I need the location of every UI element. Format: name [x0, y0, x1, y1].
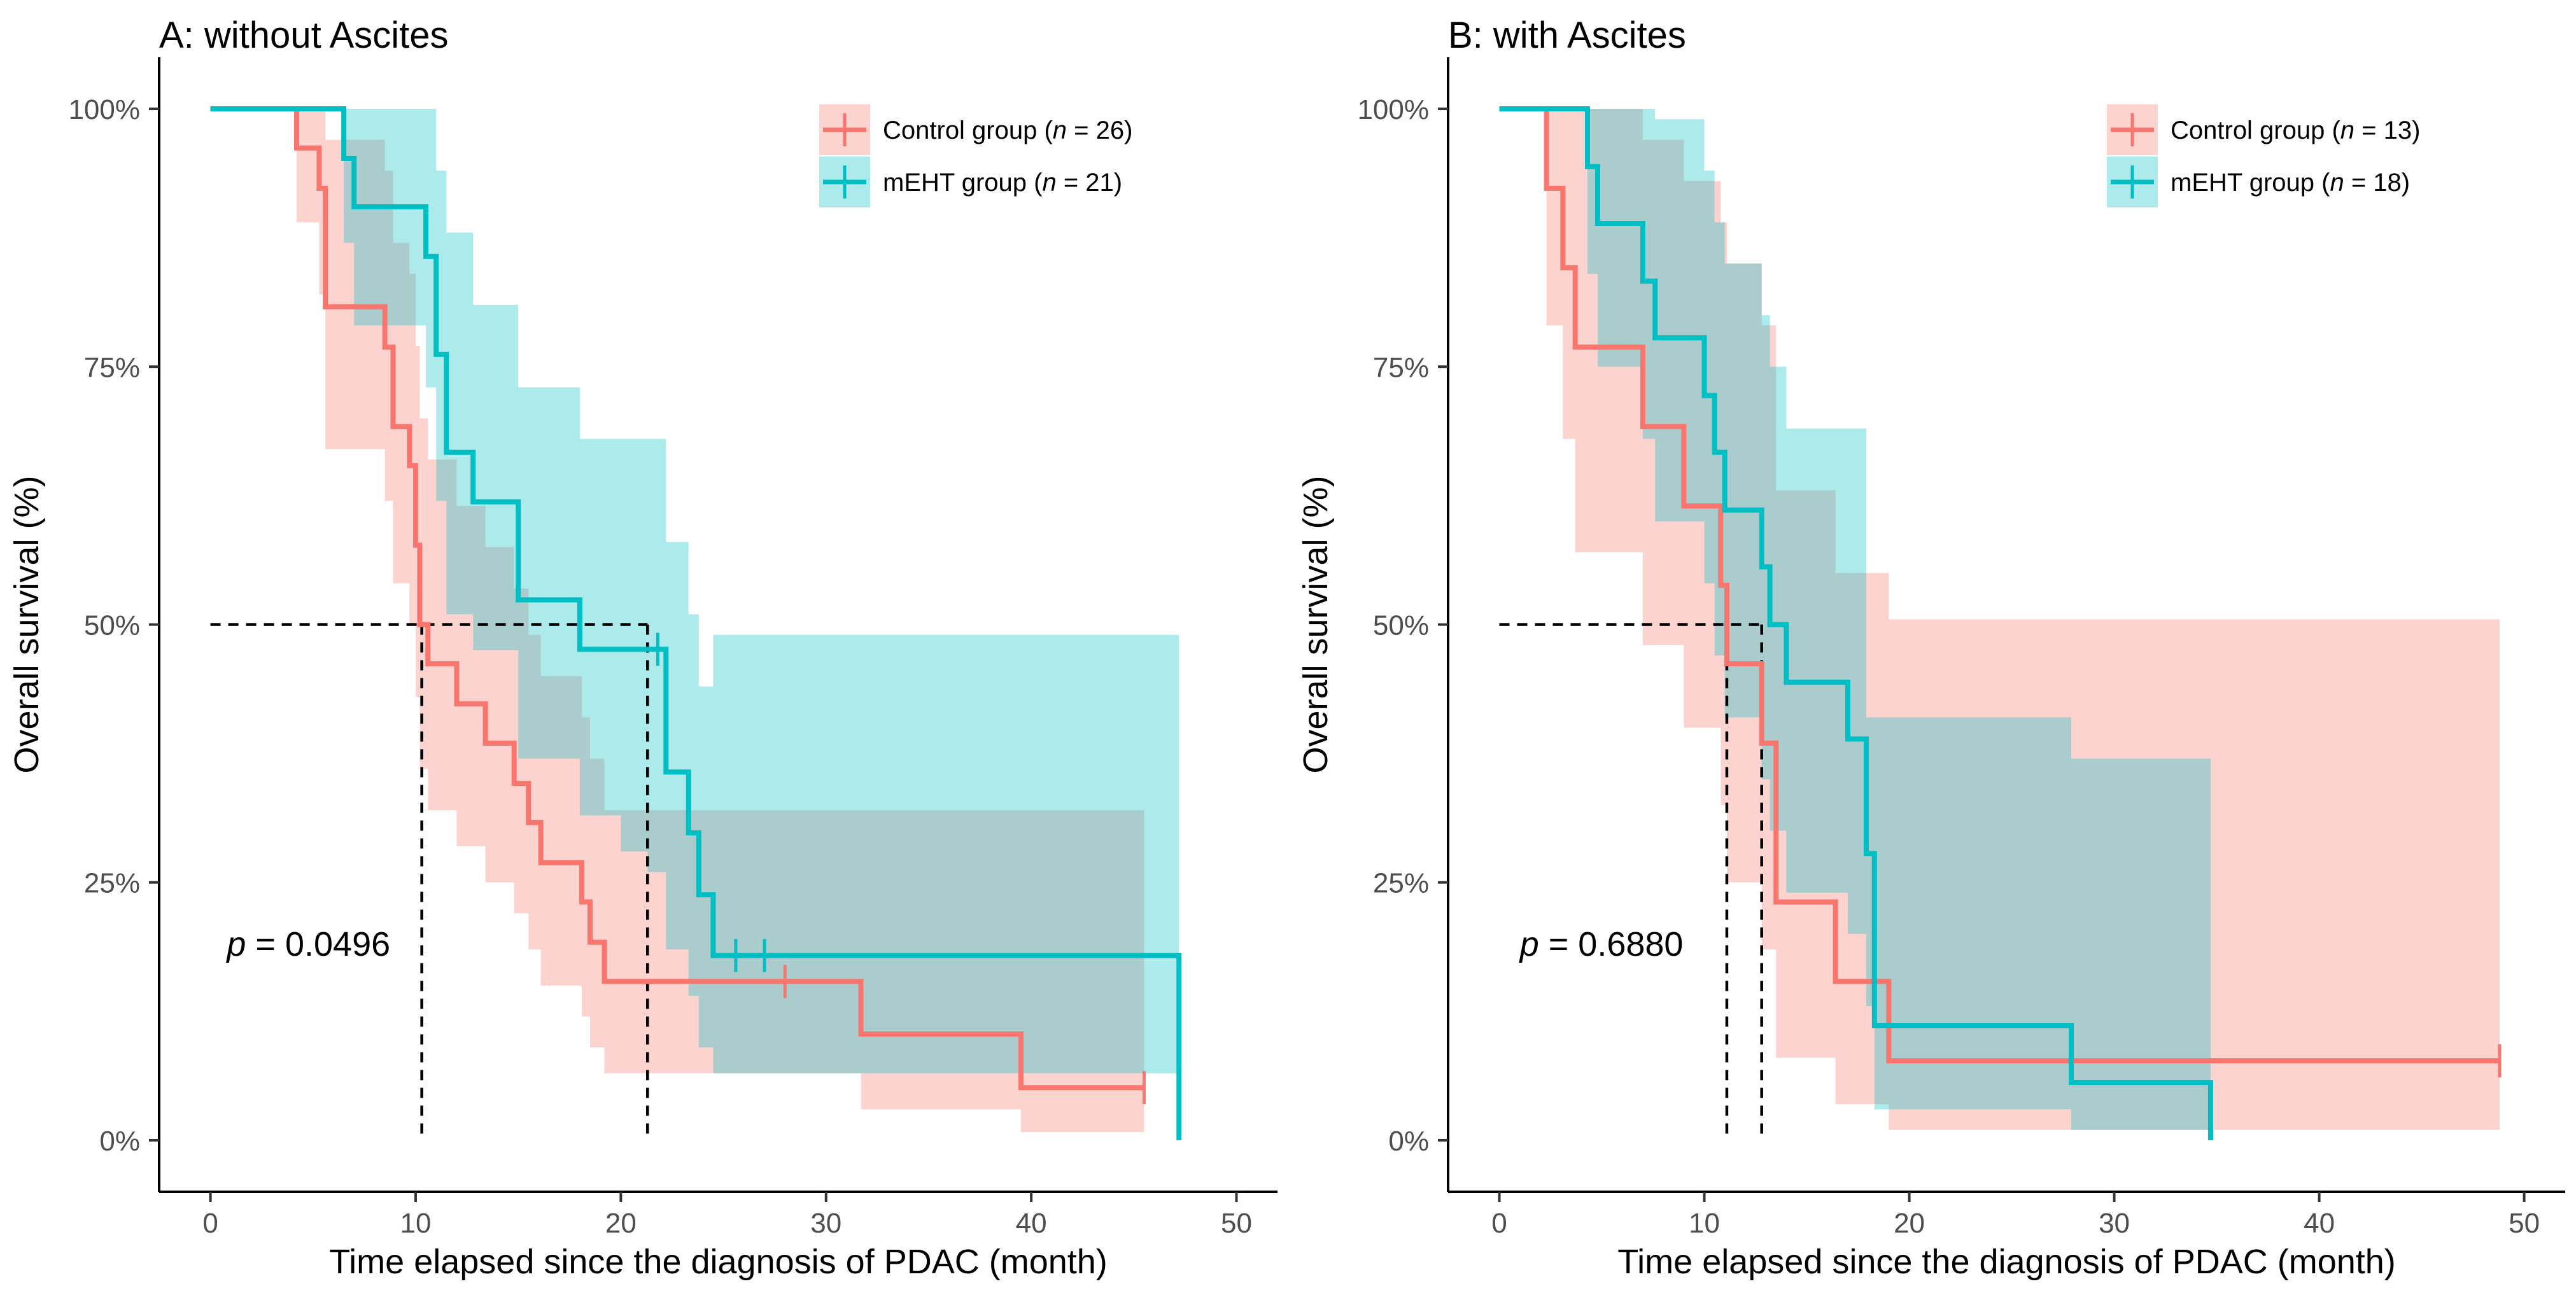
- y-tick-label: 25%: [1373, 868, 1429, 899]
- x-tick-label: 0: [1491, 1208, 1507, 1239]
- x-tick-label: 30: [810, 1208, 841, 1239]
- x-tick-label: 20: [1894, 1208, 1925, 1239]
- x-tick-label: 10: [400, 1208, 432, 1239]
- survival-curve-control: [210, 106, 1144, 1091]
- legend-label-suffix: = 13): [2354, 116, 2420, 144]
- panel-b: B: with Ascites 0% 25% 50% 75% 100% 0 10 20 30 40 5…: [1297, 15, 2565, 1281]
- legend-label-n: n: [1053, 116, 1067, 144]
- legend-item-meht: mEHT group (n = 18): [2107, 157, 2410, 207]
- x-axis-label: Time elapsed since the diagnosis of PDAC…: [329, 1243, 1108, 1281]
- legend-label: Control group (n = 26): [883, 116, 1132, 144]
- y-tick-label: 50%: [1373, 610, 1429, 641]
- x-tick-label: 0: [202, 1208, 218, 1239]
- p-symbol: p: [1519, 925, 1539, 963]
- legend-label-prefix: mEHT group (: [2171, 169, 2330, 197]
- y-tick-label: 75%: [84, 352, 140, 383]
- legend-label-n: n: [2340, 116, 2354, 144]
- legend-label: Control group (n = 13): [2171, 116, 2420, 144]
- p-value-annotation: p = 0.0496: [225, 925, 390, 963]
- legend-label-prefix: mEHT group (: [883, 169, 1043, 197]
- y-tick-label: 75%: [1373, 352, 1429, 383]
- survival-curve-control: [1499, 106, 2500, 1064]
- confidence-band-meht: [210, 109, 1179, 1073]
- chart-title: B: with Ascites: [1448, 15, 1686, 56]
- confidence-band-control: [210, 109, 1144, 1132]
- legend-label: mEHT group (n = 21): [883, 169, 1122, 197]
- survival-curve-meht: [1499, 106, 2213, 1140]
- legend-item-control: Control group (n = 26): [819, 104, 1132, 155]
- y-tick-label: 50%: [84, 610, 140, 641]
- legend-label-n: n: [2330, 169, 2344, 197]
- y-axis-label: Overall survival (%): [1297, 475, 1335, 773]
- x-tick-label: 30: [2099, 1208, 2130, 1239]
- x-tick-label: 50: [2509, 1208, 2540, 1239]
- legend-label-prefix: Control group (: [2171, 116, 2340, 144]
- p-value-text: = 0.6880: [1539, 925, 1684, 963]
- y-tick-label: 100%: [68, 94, 140, 125]
- y-tick-label: 0%: [99, 1126, 140, 1157]
- legend-label-suffix: = 21): [1057, 169, 1122, 197]
- survival-curve-meht: [210, 106, 1182, 1140]
- x-tick-label: 40: [2304, 1208, 2335, 1239]
- legend-item-meht: mEHT group (n = 21): [819, 157, 1122, 207]
- legend-label-n: n: [1042, 169, 1056, 197]
- legend-label: mEHT group (n = 18): [2171, 169, 2410, 197]
- legend-label-prefix: Control group (: [883, 116, 1053, 144]
- x-tick-label: 50: [1221, 1208, 1252, 1239]
- y-tick-label: 100%: [1357, 94, 1429, 125]
- panel-a: A: without Ascites 0% 25% 50% 75% 100% 0 10 20 30…: [8, 15, 1277, 1281]
- y-tick-label: 25%: [84, 868, 140, 899]
- y-tick-label: 0%: [1388, 1126, 1429, 1157]
- x-axis-label: Time elapsed since the diagnosis of PDAC…: [1617, 1243, 2396, 1281]
- p-value-annotation: p = 0.6880: [1519, 925, 1684, 963]
- y-axis-label: Overall survival (%): [8, 475, 46, 773]
- p-symbol: p: [225, 925, 246, 963]
- chart-title: A: without Ascites: [159, 15, 449, 56]
- legend-label-suffix: = 26): [1067, 116, 1132, 144]
- x-tick-label: 40: [1016, 1208, 1047, 1239]
- legend-item-control: Control group (n = 13): [2107, 104, 2420, 155]
- p-value-text: = 0.0496: [246, 925, 390, 963]
- confidence-band-meht: [1499, 109, 2211, 1130]
- x-tick-label: 20: [605, 1208, 637, 1239]
- legend-label-suffix: = 18): [2344, 169, 2410, 197]
- confidence-band-control: [1499, 109, 2500, 1130]
- x-tick-label: 10: [1689, 1208, 1720, 1239]
